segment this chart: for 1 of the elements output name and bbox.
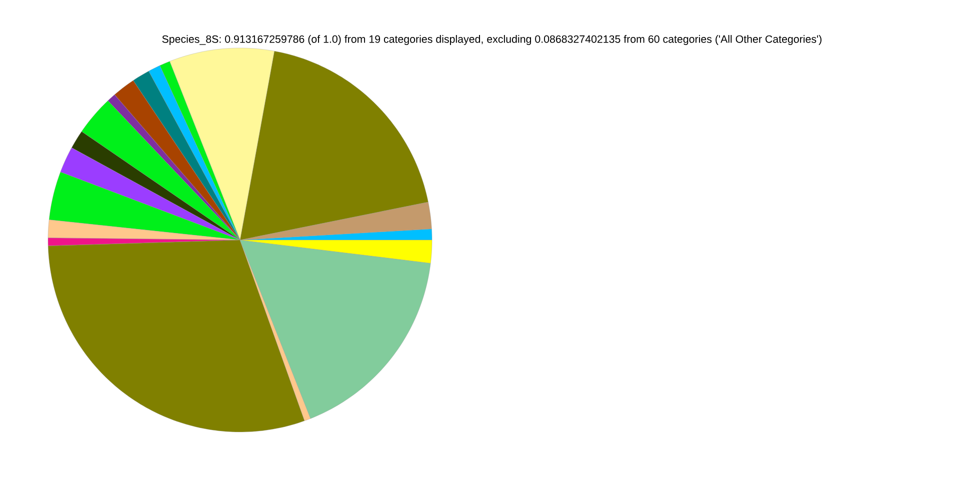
text: Species_8S: 0.913167259786 (of 1.0) from 19 categories displayed, excluding 0.0868327402135 from 60 categories ('All Other Categories') — [162, 35, 822, 45]
